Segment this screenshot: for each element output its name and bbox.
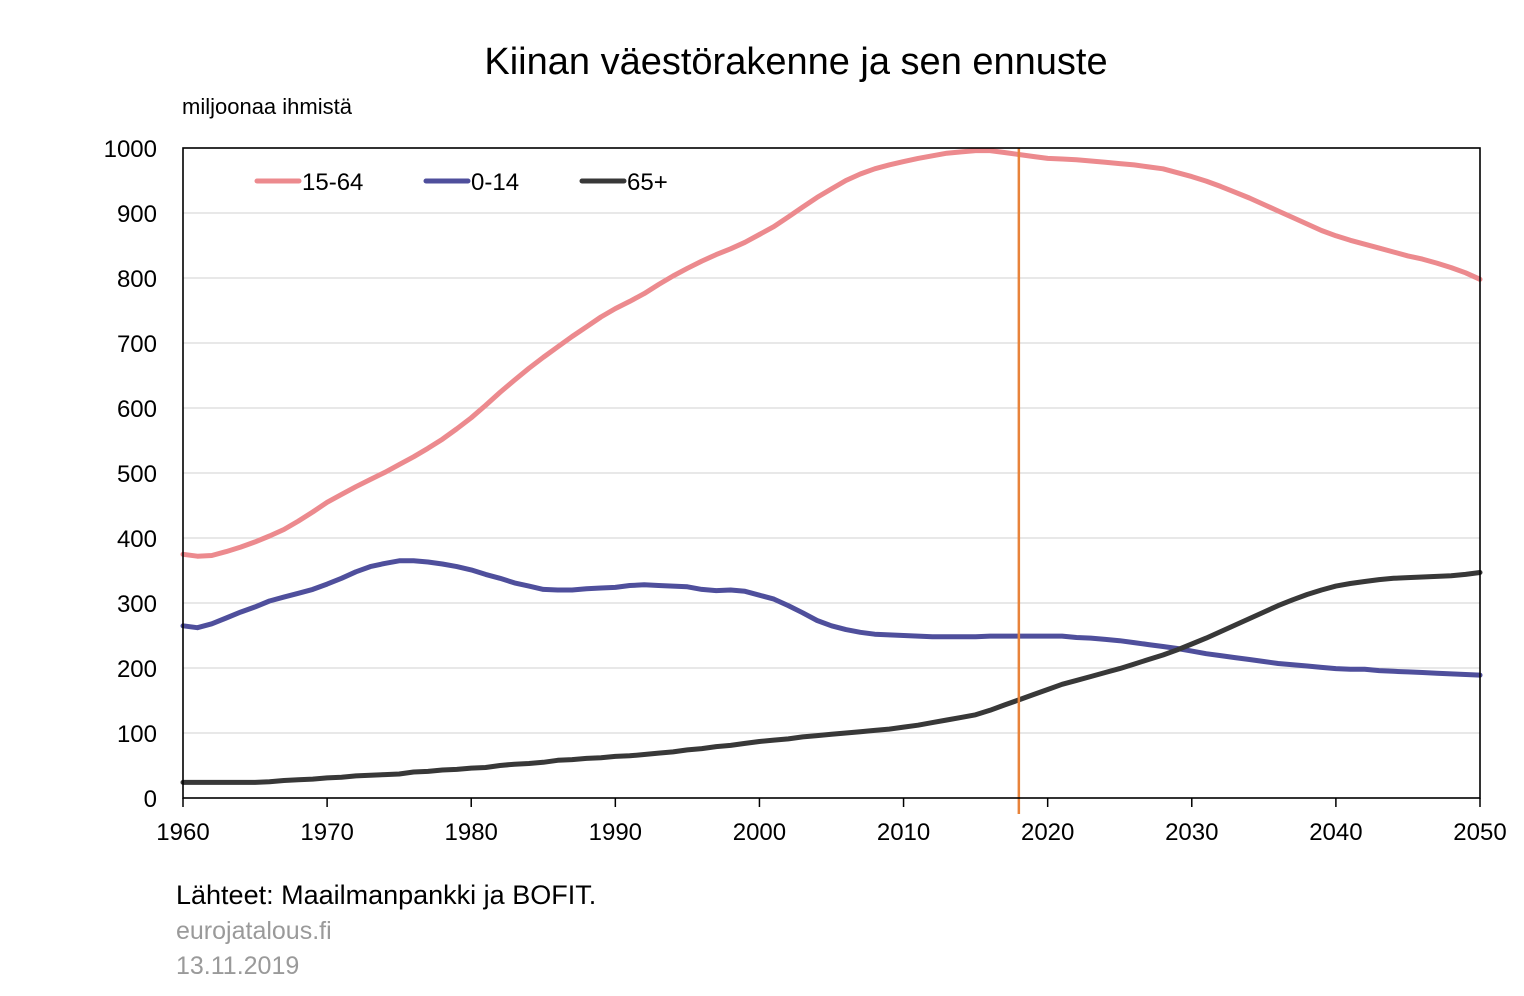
legend-label-65+: 65+ [627, 169, 668, 196]
y-tick-label: 300 [117, 591, 157, 618]
series-line-15-64 [180, 148, 1483, 559]
x-tick-label: 1990 [589, 819, 642, 846]
legend: 15-64 0-14 65+ [254, 169, 668, 196]
y-tick-label: 100 [117, 721, 157, 748]
y-tick-label: 900 [117, 201, 157, 228]
series-lines [180, 148, 1483, 785]
x-tick-label: 2040 [1309, 819, 1362, 846]
x-tick-label: 1970 [300, 819, 353, 846]
series-line-65+ [180, 570, 1483, 785]
y-tick-label: 1000 [104, 136, 157, 163]
x-tick-label: 1960 [156, 819, 209, 846]
y-tick-label: 0 [144, 786, 157, 813]
y-axis-unit-label: miljoonaa ihmistä [182, 94, 353, 119]
y-tick-label: 200 [117, 656, 157, 683]
legend-label-0-14: 0-14 [471, 169, 519, 196]
y-tick-label: 800 [117, 266, 157, 293]
y-tick-label: 600 [117, 396, 157, 423]
chart-title: Kiinan väestörakenne ja sen ennuste [484, 41, 1107, 83]
y-axis-ticks: 0 100 200 300 400 500 600 700 800 900 1000 [104, 136, 157, 813]
x-axis-ticks: 1960 1970 1980 1990 2000 2010 2020 2030 2040 2050 [156, 798, 1507, 846]
x-tick-label: 2050 [1453, 819, 1506, 846]
plot-area-border [182, 147, 1481, 799]
legend-label-15-64: 15-64 [302, 169, 363, 196]
site-name: eurojatalous.fi [176, 917, 332, 945]
series-line-0-14 [180, 558, 1483, 678]
source-note: Lähteet: Maailmanpankki ja BOFIT. [176, 880, 596, 910]
gridlines [183, 147, 1480, 734]
y-tick-label: 700 [117, 331, 157, 358]
x-tick-label: 2010 [877, 819, 930, 846]
y-tick-label: 500 [117, 461, 157, 488]
x-tick-label: 2030 [1165, 819, 1218, 846]
publish-date: 13.11.2019 [176, 952, 299, 980]
x-tick-label: 2000 [733, 819, 786, 846]
x-tick-label: 1980 [445, 819, 498, 846]
x-tick-label: 2020 [1021, 819, 1074, 846]
y-tick-label: 400 [117, 526, 157, 553]
